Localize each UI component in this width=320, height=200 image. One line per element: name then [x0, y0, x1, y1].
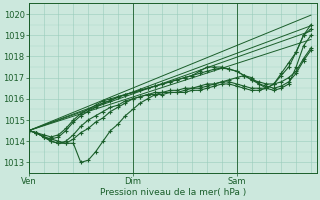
X-axis label: Pression niveau de la mer( hPa ): Pression niveau de la mer( hPa )	[100, 188, 246, 197]
